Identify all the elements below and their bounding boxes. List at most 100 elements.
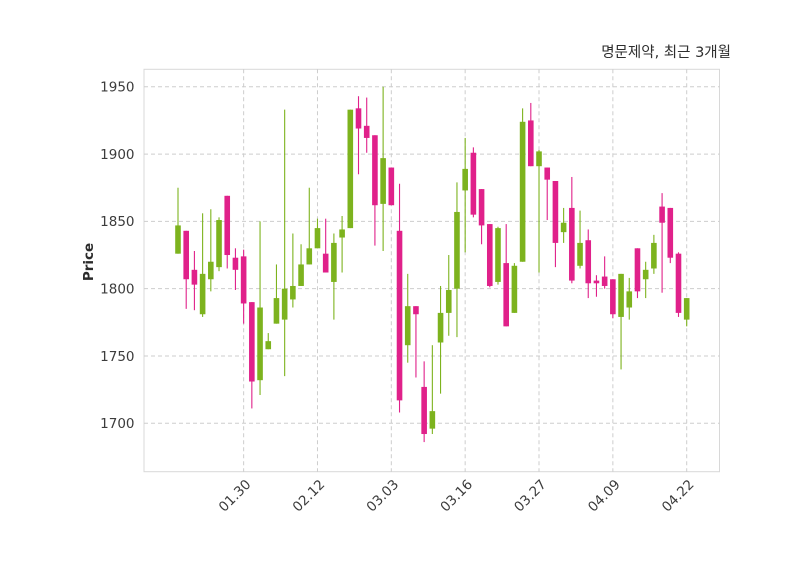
plot-border — [143, 68, 720, 473]
candle-up — [511, 263, 518, 313]
candle-body — [281, 288, 288, 320]
candle-down — [224, 195, 231, 269]
x-tick-label: 01.30 — [216, 477, 255, 516]
candle-down — [585, 229, 592, 299]
candle-body — [454, 211, 460, 289]
candle-body — [593, 280, 600, 284]
candle-body — [478, 189, 485, 226]
candle-up — [306, 187, 313, 265]
candle-body — [495, 228, 501, 282]
candle-body — [290, 285, 296, 300]
candle-body — [273, 298, 280, 324]
candle-up — [265, 333, 272, 350]
candle-up — [618, 273, 624, 370]
candle-body — [413, 306, 419, 315]
y-tick-label: 1800 — [100, 281, 134, 297]
candle-up — [462, 137, 468, 253]
candle-body — [298, 264, 304, 286]
candle-body — [224, 195, 231, 256]
x-tick-label: 02.12 — [290, 477, 329, 516]
candle-up — [642, 261, 649, 299]
candle-body — [634, 248, 641, 292]
candle-up — [208, 209, 214, 292]
candle-down — [634, 248, 641, 299]
y-tick-label: 1850 — [100, 214, 134, 230]
candle-up — [404, 273, 411, 363]
candle-body — [240, 256, 247, 304]
x-tick-label: 03.27 — [511, 477, 550, 516]
candle-up — [437, 285, 444, 394]
candle-up — [429, 345, 436, 435]
candle-body — [445, 290, 452, 313]
candle-up — [331, 233, 337, 320]
candle-down — [363, 97, 370, 153]
candle-body — [577, 242, 583, 266]
candle-up — [454, 182, 460, 338]
candle-up — [560, 207, 567, 243]
candle-up — [199, 213, 206, 317]
candle-down — [249, 302, 255, 409]
candle-body — [257, 307, 263, 381]
candle-body — [265, 341, 272, 350]
candle-down — [183, 230, 190, 309]
candle-down — [593, 275, 600, 297]
candle-up — [445, 255, 452, 336]
y-tick-label: 1700 — [100, 416, 134, 432]
candle-body — [462, 168, 468, 191]
candle-body — [388, 167, 395, 206]
candle-down — [396, 183, 403, 413]
x-tick-label: 04.22 — [659, 477, 698, 516]
candle-down — [610, 279, 616, 319]
candle-body — [511, 265, 518, 313]
candle-up — [273, 264, 280, 324]
candle-down — [659, 193, 665, 293]
candle-up — [339, 215, 345, 273]
candle-body — [199, 273, 206, 315]
candle-body — [552, 181, 559, 243]
candle-body — [651, 242, 657, 269]
y-axis-title: Price — [81, 242, 97, 282]
candle-up — [314, 218, 321, 249]
x-tick-label: 03.03 — [364, 477, 403, 516]
candle-body — [421, 386, 427, 435]
candle-body — [519, 121, 526, 262]
candle-up — [577, 210, 583, 269]
candle-up — [495, 226, 501, 285]
candle-down — [675, 252, 682, 317]
candle-body — [569, 207, 575, 281]
candle-up — [257, 221, 263, 395]
candle-up — [175, 187, 181, 254]
candle-down — [413, 306, 419, 378]
candle-up — [347, 109, 354, 229]
candle-body — [683, 298, 690, 320]
candle-body — [560, 222, 567, 233]
candle-body — [503, 263, 509, 327]
candle-down — [569, 176, 575, 284]
candle-body — [363, 125, 370, 138]
candle-body — [667, 207, 674, 258]
x-tick-label: 04.09 — [585, 477, 624, 516]
candle-body — [470, 152, 477, 215]
candle-body — [585, 240, 592, 284]
candle-up — [290, 233, 296, 308]
candle-body — [380, 158, 386, 204]
x-tick-label: 03.16 — [437, 477, 476, 516]
candle-down — [232, 248, 239, 291]
candle-down — [552, 181, 559, 268]
candle-up — [380, 86, 386, 251]
candle-body — [208, 261, 214, 280]
candle-body — [618, 273, 624, 317]
candle-body — [610, 279, 616, 315]
candle-up — [626, 277, 633, 320]
candle-down — [486, 224, 493, 288]
candle-down — [322, 218, 329, 273]
candle-down — [601, 256, 608, 289]
candle-up — [536, 150, 542, 273]
candle-up — [651, 234, 657, 274]
candle-down — [240, 249, 247, 324]
candle-up — [519, 108, 526, 262]
candle-body — [183, 230, 190, 280]
candle-up — [281, 109, 288, 377]
